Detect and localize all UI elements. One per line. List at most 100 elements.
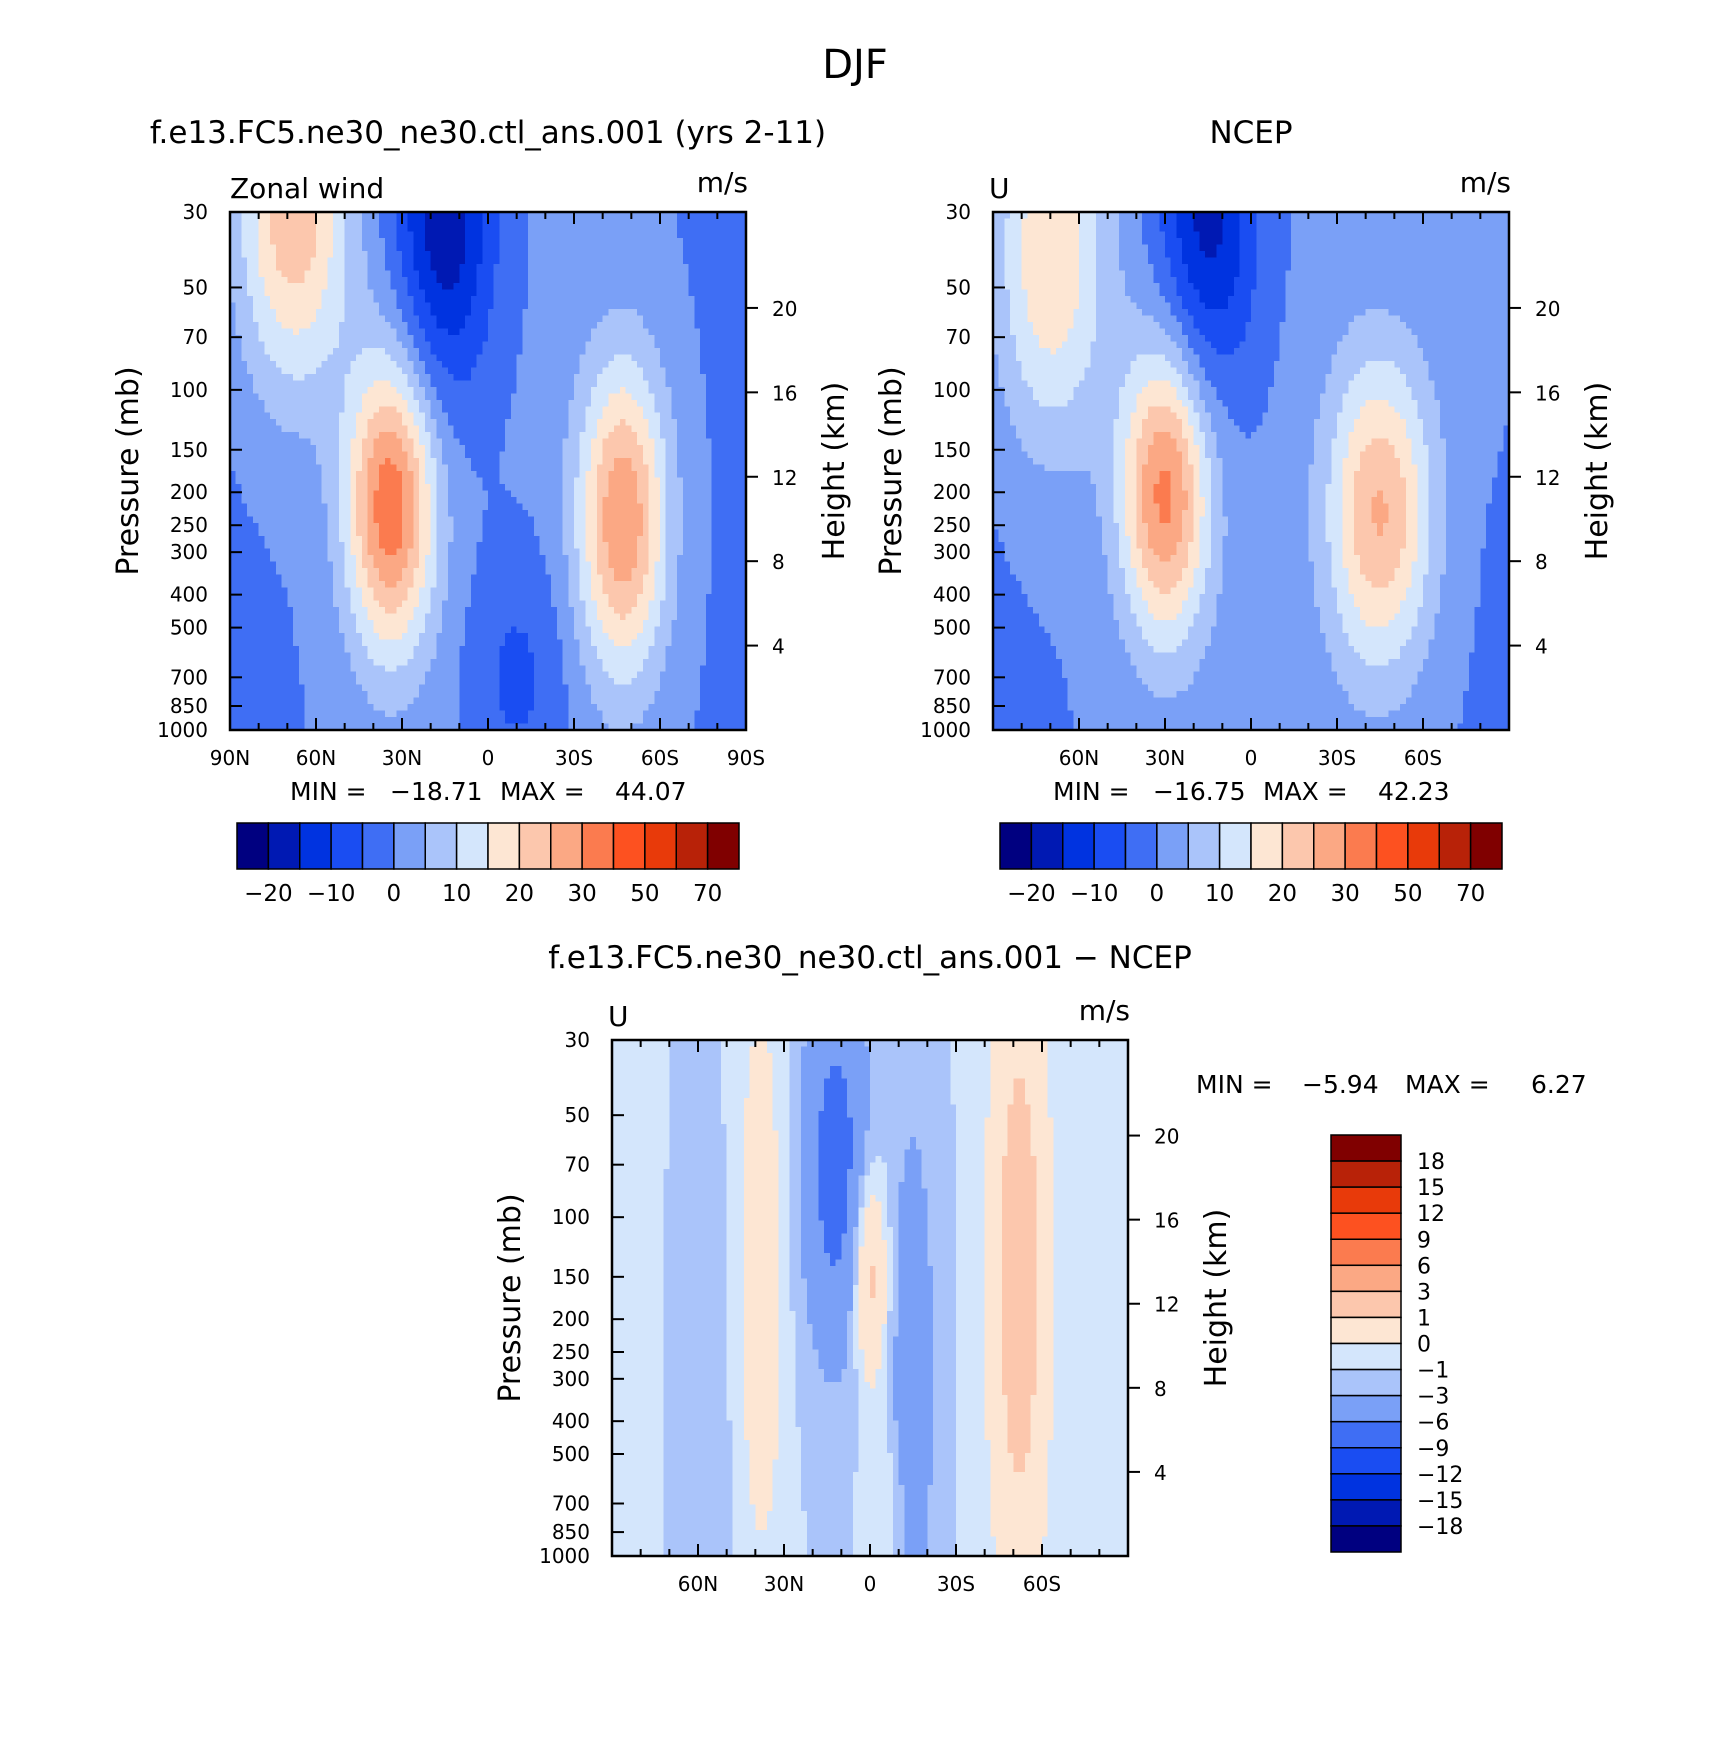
heatmap-cell (419, 380, 426, 388)
heatmap-cell (522, 503, 529, 511)
heatmap-cell (665, 335, 673, 343)
heatmap-cell (293, 445, 300, 453)
heatmap-cell (705, 218, 713, 226)
heatmap-cell (384, 386, 392, 394)
heatmap-cell (654, 458, 661, 466)
heatmap-cell (723, 399, 730, 407)
heatmap-cell (281, 509, 288, 517)
heatmap-cell (488, 535, 495, 543)
heatmap-cell (677, 309, 684, 317)
heatmap-cell (264, 296, 271, 304)
heatmap-cell (608, 425, 615, 433)
heatmap-cell (723, 412, 730, 420)
heatmap-cell (367, 270, 374, 278)
heatmap-cell (298, 341, 306, 349)
heatmap-cell (631, 503, 638, 511)
heatmap-cell (705, 477, 713, 485)
heatmap-cell (608, 406, 615, 414)
heatmap-cell (574, 542, 581, 550)
heatmap-cell (344, 335, 351, 343)
heatmap-cell (338, 341, 346, 349)
heatmap-cell (614, 535, 621, 543)
heatmap-cell (402, 412, 409, 420)
heatmap-cell (631, 458, 638, 466)
heatmap-cell (602, 542, 609, 550)
heatmap-cell (579, 335, 587, 343)
heatmap-cell (275, 542, 283, 550)
heatmap-cell (419, 322, 426, 330)
heatmap-cell (556, 367, 564, 375)
heatmap-cell (396, 218, 403, 226)
heatmap-cell (447, 237, 455, 245)
heatmap-cell (522, 296, 529, 304)
heatmap-cell (453, 516, 460, 524)
heatmap-cell (379, 503, 386, 511)
heatmap-cell (665, 231, 673, 239)
heatmap-cell (562, 250, 569, 258)
heatmap-cell (293, 309, 300, 317)
heatmap-cell (298, 212, 306, 220)
heatmap-cell (671, 458, 678, 466)
heatmap-cell (230, 412, 237, 420)
heatmap-cell (637, 432, 644, 440)
heatmap-cell (671, 406, 678, 414)
heatmap-cell (373, 561, 380, 569)
heatmap-cell (252, 522, 260, 530)
heatmap-cell (619, 438, 627, 446)
heatmap-cell (740, 354, 747, 362)
heatmap-cell (407, 542, 415, 550)
heatmap-cell (436, 231, 443, 239)
heatmap-cell (310, 445, 317, 453)
heatmap-cell (247, 380, 254, 388)
heatmap-cell (436, 328, 443, 336)
heatmap-cell (356, 212, 363, 220)
heatmap-cell (275, 212, 283, 220)
heatmap-cell (379, 289, 386, 297)
heatmap-cell (533, 341, 541, 349)
heatmap-cell (700, 451, 707, 459)
heatmap-cell (625, 561, 632, 569)
heatmap-cell (459, 568, 466, 576)
heatmap-cell (465, 367, 472, 375)
heatmap-cell (430, 555, 437, 563)
heatmap-cell (247, 373, 254, 381)
heatmap-cell (287, 399, 294, 407)
heatmap-cell (596, 509, 604, 517)
heatmap-cell (465, 529, 472, 537)
heatmap-cell (602, 237, 609, 245)
heatmap-cell (367, 458, 374, 466)
heatmap-cell (459, 237, 466, 245)
heatmap-cell (293, 503, 300, 511)
heatmap-cell (407, 496, 415, 504)
heatmap-cell (310, 477, 317, 485)
heatmap-cell (356, 432, 363, 440)
heatmap-cell (556, 276, 564, 284)
heatmap-cell (619, 464, 627, 472)
heatmap-cell (430, 438, 437, 446)
heatmap-cell (665, 412, 673, 420)
heatmap-cell (499, 542, 506, 550)
heatmap-cell (682, 257, 690, 265)
heatmap-cell (281, 535, 288, 543)
heatmap-cell (556, 477, 564, 485)
heatmap-cell (637, 458, 644, 466)
heatmap-cell (539, 302, 546, 310)
heatmap-cell (390, 289, 397, 297)
heatmap-cell (321, 224, 329, 233)
heatmap-cell (522, 464, 529, 472)
heatmap-cell (361, 535, 369, 543)
heatmap-cell (476, 212, 483, 220)
heatmap-cell (390, 464, 397, 472)
heatmap-cell (585, 451, 592, 459)
heatmap-cell (419, 483, 426, 492)
heatmap-cell (436, 496, 443, 504)
heatmap-cell (516, 464, 523, 472)
heatmap-cell (505, 471, 512, 479)
heatmap-cell (436, 244, 443, 252)
heatmap-cell (304, 322, 311, 330)
heatmap-cell (723, 419, 730, 427)
heatmap-cell (551, 289, 558, 297)
heatmap-cell (493, 218, 501, 226)
heatmap-cell (270, 477, 277, 485)
heatmap-cell (327, 373, 334, 381)
